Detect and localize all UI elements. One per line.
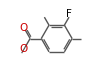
Text: O: O bbox=[19, 23, 28, 33]
Text: F: F bbox=[66, 9, 72, 19]
Text: O: O bbox=[19, 44, 28, 54]
